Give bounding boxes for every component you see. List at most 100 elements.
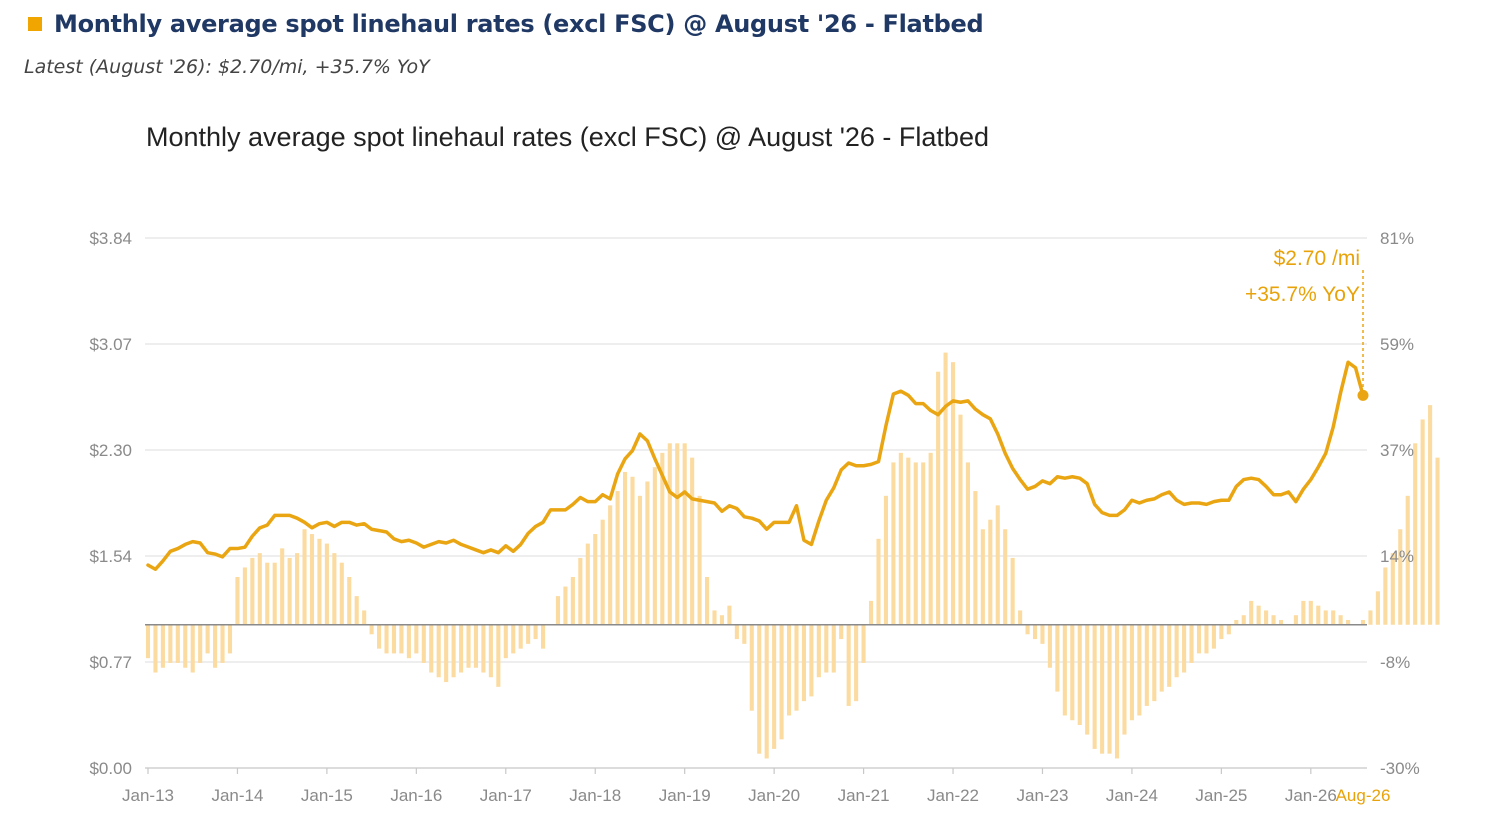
yoy-bar [1316, 605, 1321, 625]
x-tick-label: Jan-14 [211, 786, 263, 805]
x-tick-label: Jan-26 [1285, 786, 1337, 805]
yoy-bar [757, 624, 762, 754]
yoy-bar [682, 443, 687, 625]
yoy-bar [861, 624, 866, 663]
yoy-bar [734, 624, 739, 640]
yoy-bar [988, 519, 993, 625]
yoy-bar [883, 495, 888, 625]
yoy-bar [1293, 615, 1298, 625]
yoy-bar [578, 557, 583, 625]
axes: $0.00 -30% $0.77 -8% $1.54 14% $2.30 37% $3.07 59… [89, 229, 1419, 805]
yoy-bar [1301, 600, 1306, 625]
yoy-bar [473, 624, 479, 668]
yoy-bar [1114, 624, 1120, 759]
header-marker-icon [28, 17, 42, 31]
y-left-tick-label: $0.00 [89, 759, 132, 778]
gridlines [145, 237, 1367, 663]
yoy-bar [429, 624, 434, 673]
yoy-bar [563, 586, 568, 625]
y-left-tick-label: $1.54 [89, 547, 132, 566]
y-right-tick-label: -30% [1380, 759, 1420, 778]
yoy-bar [1383, 567, 1388, 625]
yoy-bar [503, 624, 508, 659]
yoy-bar [1271, 615, 1276, 625]
yoy-bar [436, 624, 441, 678]
annotation-rate: $2.70 /mi [1274, 247, 1360, 270]
yoy-bar [719, 615, 725, 625]
yoy-bar [921, 462, 926, 625]
yoy-bar [786, 624, 792, 716]
x-tick-label: Jan-23 [1016, 786, 1068, 805]
y-left-tick-label: $0.77 [89, 653, 132, 672]
yoy-bar [391, 624, 397, 654]
yoy-bar [347, 577, 352, 625]
yoy-bar [943, 352, 948, 625]
yoy-bar [198, 624, 203, 663]
yoy-bar [1278, 619, 1284, 625]
yoy-bar [660, 452, 665, 625]
yoy-bar [1435, 457, 1440, 625]
yoy-bar [652, 467, 657, 625]
yoy-bar [898, 452, 903, 625]
yoy-bar [1211, 624, 1216, 649]
yoy-bar [749, 624, 754, 711]
yoy-bar [570, 577, 575, 625]
yoy-bar [175, 624, 180, 663]
yoy-bar [1085, 624, 1090, 735]
report-title: Monthly average spot linehaul rates (exc… [54, 10, 984, 38]
latest-annotation: $2.70 /mi +35.7% YoY [1245, 247, 1360, 306]
y-right-tick-label: 59% [1380, 335, 1414, 354]
latest-point [1357, 389, 1369, 401]
yoy-bar [868, 600, 874, 625]
yoy-bar [280, 548, 285, 625]
yoy-bar [891, 462, 896, 625]
yoy-bar [444, 624, 449, 683]
yoy-bar [1137, 624, 1142, 716]
yoy-bar [913, 462, 918, 625]
yoy-bar [369, 624, 374, 635]
yoy-bar [615, 491, 620, 625]
yoy-bar [1077, 624, 1082, 726]
yoy-bar [824, 624, 829, 673]
yoy-bar [526, 624, 531, 644]
yoy-bar [377, 624, 382, 649]
yoy-bar [414, 624, 419, 654]
y-left-tick-label: $3.07 [89, 335, 132, 354]
yoy-bar [600, 519, 605, 625]
x-tick-label-latest: Aug-26 [1336, 786, 1391, 805]
yoy-bar [1032, 624, 1038, 640]
yoy-bar [1264, 610, 1269, 625]
yoy-bar [518, 624, 523, 649]
yoy-bar [697, 495, 702, 625]
yoy-bar [1152, 624, 1157, 702]
yoy-bar [153, 624, 158, 673]
report-header: Monthly average spot linehaul rates (exc… [28, 10, 984, 38]
yoy-bar [630, 476, 635, 625]
yoy-bar [1107, 624, 1112, 754]
chart-title: Monthly average spot linehaul rates (exc… [146, 122, 989, 152]
yoy-bar [295, 553, 300, 625]
y-left-tick-label: $2.30 [89, 441, 132, 460]
report-subtitle: Latest (August '26): $2.70/mi, +35.7% Yo… [24, 56, 430, 78]
yoy-bar [220, 624, 225, 663]
rate-line [146, 360, 1365, 571]
yoy-bar [1055, 624, 1060, 692]
yoy-bar [324, 543, 329, 625]
yoy-bar [1249, 600, 1254, 625]
yoy-bar [1010, 557, 1015, 625]
yoy-bar [1241, 615, 1246, 625]
yoy-bar [1338, 615, 1343, 625]
yoy-bar [1196, 624, 1202, 654]
yoy-bar [1167, 624, 1172, 687]
yoy-bar [384, 624, 389, 654]
yoy-bar [227, 624, 233, 654]
yoy-bar [1323, 610, 1328, 625]
yoy-bar [160, 624, 165, 668]
yoy-bar [1375, 591, 1380, 625]
yoy-bar [1226, 624, 1231, 635]
yoy-bar [1129, 624, 1134, 721]
yoy-bar [481, 624, 486, 673]
yoy-bar [555, 596, 561, 625]
yoy-bar [772, 624, 777, 749]
yoy-bar [250, 557, 255, 625]
